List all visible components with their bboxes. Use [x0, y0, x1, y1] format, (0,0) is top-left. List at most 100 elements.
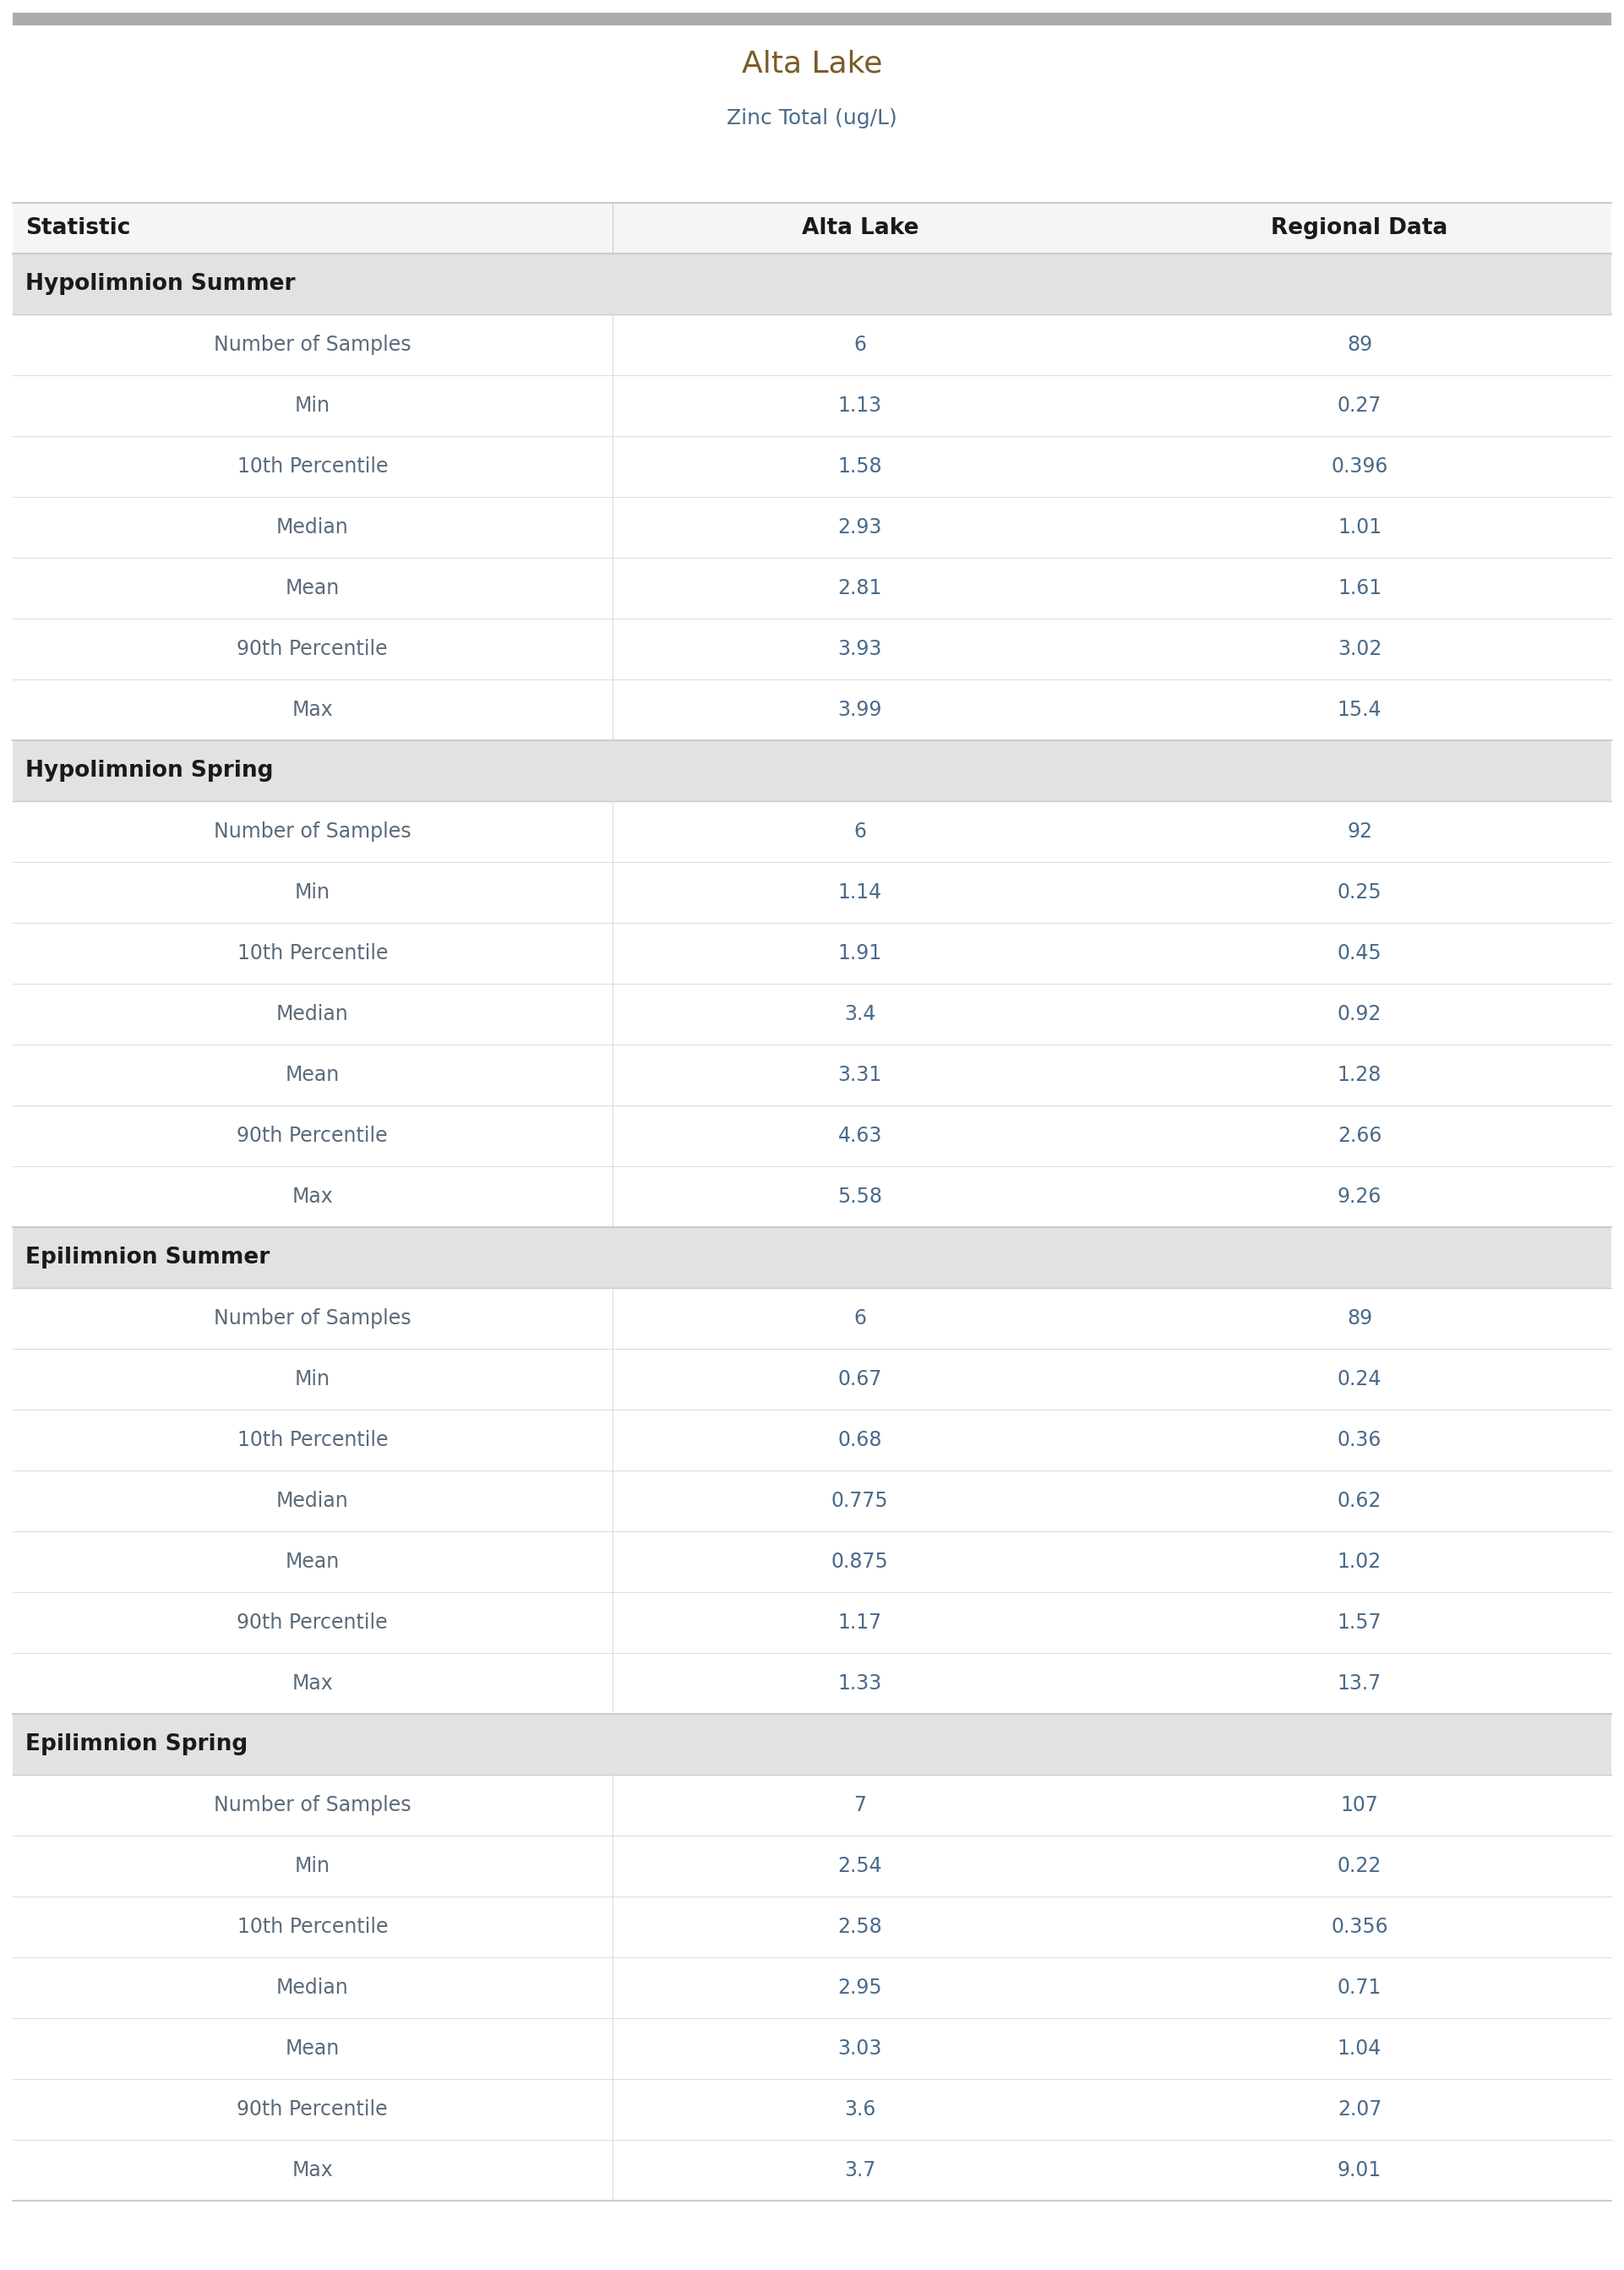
Text: Mean: Mean	[286, 1065, 339, 1085]
Text: 1.33: 1.33	[838, 1673, 882, 1693]
Bar	[13, 375, 1611, 436]
Text: 6: 6	[854, 822, 866, 842]
Text: 0.67: 0.67	[838, 1369, 882, 1389]
Bar	[13, 620, 1611, 679]
Bar	[13, 436, 1611, 497]
Bar	[13, 497, 1611, 558]
Text: Number of Samples: Number of Samples	[214, 1796, 411, 1816]
Bar	[13, 1287, 1611, 1348]
Bar	[13, 14, 1611, 25]
Text: Number of Samples: Number of Samples	[214, 1308, 411, 1328]
Text: Median: Median	[276, 1003, 349, 1024]
Text: Alta Lake: Alta Lake	[802, 218, 919, 238]
Bar	[13, 1714, 1611, 1775]
Text: 1.04: 1.04	[1338, 2038, 1382, 2059]
Text: Hypolimnion Summer: Hypolimnion Summer	[26, 272, 296, 295]
Text: 92: 92	[1346, 822, 1372, 842]
Text: 1.17: 1.17	[838, 1612, 882, 1632]
Text: 0.92: 0.92	[1338, 1003, 1382, 1024]
Text: Alta Lake: Alta Lake	[742, 50, 882, 77]
Bar	[13, 1836, 1611, 1895]
Text: 1.58: 1.58	[838, 456, 882, 477]
Bar	[13, 1167, 1611, 1228]
Bar	[13, 983, 1611, 1044]
Text: 0.22: 0.22	[1338, 1857, 1382, 1877]
Bar	[13, 1653, 1611, 1714]
Text: 10th Percentile: 10th Percentile	[237, 1916, 388, 1936]
Bar	[13, 801, 1611, 863]
Text: 89: 89	[1346, 1308, 1372, 1328]
Bar	[13, 1895, 1611, 1957]
Bar	[13, 1410, 1611, 1471]
Bar	[13, 558, 1611, 620]
Text: Mean: Mean	[286, 579, 339, 599]
Text: Mean: Mean	[286, 1553, 339, 1571]
Text: 2.54: 2.54	[838, 1857, 882, 1877]
Bar	[13, 2079, 1611, 2141]
Text: 0.24: 0.24	[1338, 1369, 1382, 1389]
Bar	[13, 1044, 1611, 1105]
Text: Median: Median	[276, 518, 349, 538]
Text: 10th Percentile: 10th Percentile	[237, 942, 388, 962]
Bar	[13, 863, 1611, 924]
Text: 2.66: 2.66	[1338, 1126, 1382, 1146]
Text: 2.95: 2.95	[838, 1977, 882, 1998]
Text: 0.62: 0.62	[1338, 1491, 1382, 1512]
Bar	[13, 313, 1611, 375]
Text: 0.68: 0.68	[838, 1430, 882, 1451]
Text: 3.02: 3.02	[1338, 638, 1382, 658]
Text: Zinc Total (ug/L): Zinc Total (ug/L)	[728, 109, 896, 129]
Text: Min: Min	[294, 395, 330, 415]
Text: 13.7: 13.7	[1338, 1673, 1382, 1693]
Bar	[13, 679, 1611, 740]
Text: 6: 6	[854, 334, 866, 354]
Text: 7: 7	[854, 1796, 866, 1816]
Text: 5.58: 5.58	[838, 1187, 882, 1208]
Text: 1.01: 1.01	[1338, 518, 1382, 538]
Text: 1.28: 1.28	[1338, 1065, 1382, 1085]
Bar	[13, 1471, 1611, 1532]
Text: 1.91: 1.91	[838, 942, 882, 962]
Text: 0.36: 0.36	[1338, 1430, 1382, 1451]
Text: 9.01: 9.01	[1338, 2161, 1382, 2181]
Bar	[13, 1348, 1611, 1410]
Text: 3.7: 3.7	[844, 2161, 875, 2181]
Bar	[13, 1532, 1611, 1591]
Bar	[13, 1957, 1611, 2018]
Text: 3.31: 3.31	[838, 1065, 882, 1085]
Text: 90th Percentile: 90th Percentile	[237, 1126, 388, 1146]
Text: 10th Percentile: 10th Percentile	[237, 456, 388, 477]
Text: 10th Percentile: 10th Percentile	[237, 1430, 388, 1451]
Text: 0.875: 0.875	[831, 1553, 888, 1571]
Text: 1.14: 1.14	[838, 883, 882, 903]
Text: 0.25: 0.25	[1337, 883, 1382, 903]
Text: 90th Percentile: 90th Percentile	[237, 1612, 388, 1632]
Text: 0.45: 0.45	[1337, 942, 1382, 962]
Bar	[13, 1775, 1611, 1836]
Bar	[13, 254, 1611, 313]
Text: 15.4: 15.4	[1337, 699, 1382, 720]
Text: 3.99: 3.99	[838, 699, 882, 720]
Bar	[13, 2141, 1611, 2200]
Text: 6: 6	[854, 1308, 866, 1328]
Text: 4.63: 4.63	[838, 1126, 882, 1146]
Text: Median: Median	[276, 1977, 349, 1998]
Text: Epilimnion Spring: Epilimnion Spring	[26, 1734, 248, 1755]
Bar	[13, 924, 1611, 983]
Text: 2.07: 2.07	[1338, 2100, 1382, 2120]
Text: 0.27: 0.27	[1338, 395, 1382, 415]
Text: 1.02: 1.02	[1338, 1553, 1382, 1571]
Text: 2.93: 2.93	[838, 518, 882, 538]
Text: 1.57: 1.57	[1337, 1612, 1382, 1632]
Text: Max: Max	[292, 1187, 333, 1208]
Text: Statistic: Statistic	[26, 218, 130, 238]
Text: 0.396: 0.396	[1332, 456, 1389, 477]
Text: 2.81: 2.81	[838, 579, 882, 599]
Text: 90th Percentile: 90th Percentile	[237, 638, 388, 658]
Text: 3.03: 3.03	[838, 2038, 882, 2059]
Bar	[13, 740, 1611, 801]
Text: Max: Max	[292, 2161, 333, 2181]
Text: Max: Max	[292, 699, 333, 720]
Bar	[13, 1105, 1611, 1167]
Text: 3.6: 3.6	[844, 2100, 875, 2120]
